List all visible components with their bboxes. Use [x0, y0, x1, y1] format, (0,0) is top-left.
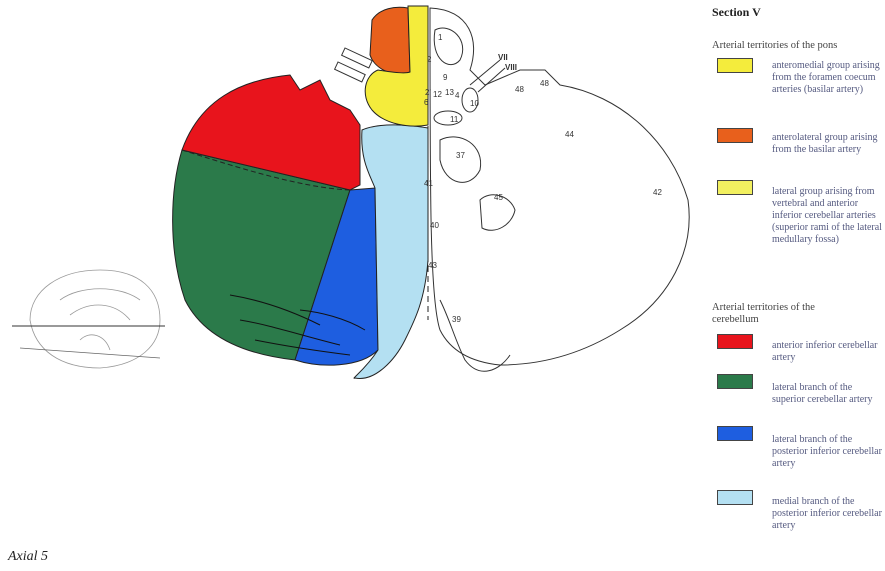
svg-text:2: 2: [427, 55, 432, 64]
svg-text:12: 12: [433, 90, 442, 99]
figure-caption: Axial 5: [8, 549, 49, 564]
svg-text:43: 43: [428, 261, 437, 270]
svg-text:2': 2': [425, 88, 431, 97]
legend-swatch-anteromedial: [717, 58, 753, 73]
svg-text:39: 39: [452, 315, 461, 324]
territory-red-anterior-inferior-cerebellar: [181, 74, 361, 191]
section-title: Section V: [712, 5, 761, 19]
structure-labels: 1 2 9 2' 6 12 13 4 10 11 VII VIII 48 48 …: [424, 33, 662, 324]
folia-lines: [229, 294, 366, 356]
territory-lightblue-posterior-inferior-medial: [353, 124, 429, 379]
svg-text:42: 42: [653, 188, 662, 197]
svg-text:13: 13: [445, 88, 454, 97]
legend-label-pica-lateral: lateral branch of the posterior inferior…: [772, 434, 882, 469]
svg-text:VIII: VIII: [505, 63, 517, 72]
territory-green-superior-cerebellar: [172, 149, 351, 361]
svg-text:9: 9: [443, 73, 448, 82]
svg-text:48: 48: [540, 79, 549, 88]
legend-heading-pons: Arterial territories of the pons: [712, 40, 838, 51]
sagittal-reference-sketch: [12, 269, 165, 369]
svg-text:4: 4: [455, 91, 460, 100]
cerebellum-left-territories: [172, 5, 429, 379]
legend-swatch-anterolateral: [717, 128, 753, 143]
brainstem-nerve-roots: [333, 47, 373, 83]
legend-label-anterolateral: anterolateral group arising from the bas…: [772, 132, 878, 155]
legend-swatch-pica-medial: [717, 490, 753, 505]
pons-anterolateral-orange: [369, 6, 411, 75]
legend-label-lateral: lateral group arising from vertebral and…: [772, 186, 882, 245]
legend-label-anteromedial: anteromedial group arising from the fora…: [772, 60, 880, 95]
svg-text:44: 44: [565, 130, 574, 139]
svg-text:41: 41: [424, 179, 433, 188]
legend-label-sca: lateral branch of the superior cerebella…: [772, 382, 873, 405]
legend-swatch-pica-lateral: [717, 426, 753, 441]
svg-text:45: 45: [494, 193, 503, 202]
legend-swatch-aica: [717, 334, 753, 349]
svg-text:11: 11: [450, 115, 459, 124]
legend-label-aica: anterior inferior cerebellar artery: [772, 340, 878, 363]
legend-swatch-lateral: [717, 180, 753, 195]
pons-anteromedial-yellow: [364, 5, 429, 127]
svg-text:VII: VII: [498, 53, 508, 62]
svg-text:10: 10: [470, 99, 479, 108]
svg-text:1: 1: [438, 33, 443, 42]
svg-text:40: 40: [430, 221, 439, 230]
legend-heading-cerebellum: Arterial territories of the cerebellum: [712, 302, 815, 325]
legend-label-pica-medial: medial branch of the posterior inferior …: [772, 496, 882, 531]
cerebellum-right-outline: [429, 7, 690, 372]
svg-text:48: 48: [515, 85, 524, 94]
legend-swatch-sca: [717, 374, 753, 389]
svg-text:6: 6: [424, 98, 429, 107]
svg-text:37: 37: [456, 151, 465, 160]
